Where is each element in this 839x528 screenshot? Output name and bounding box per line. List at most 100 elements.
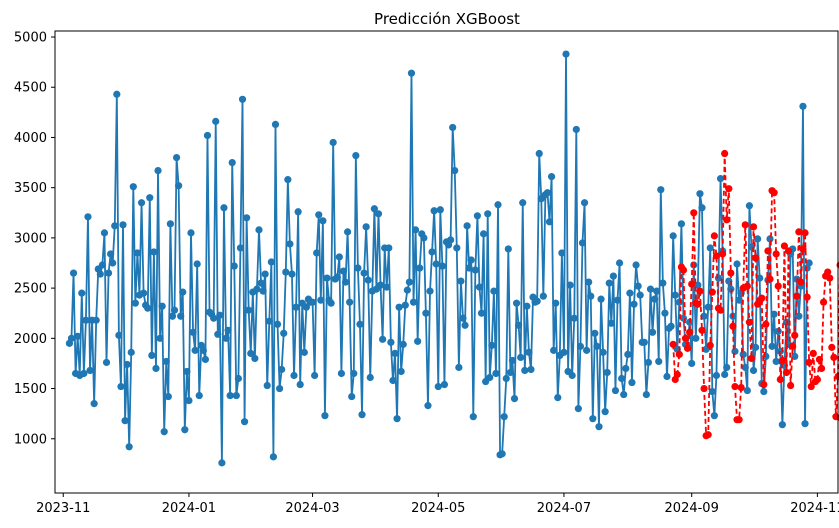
series-0-point (768, 342, 776, 350)
series-1-point (727, 269, 735, 277)
series-0-point (397, 367, 405, 376)
series-0-point (535, 149, 543, 158)
series-0-point (558, 249, 566, 257)
series-1-point (817, 364, 826, 373)
series-0-point (407, 69, 416, 77)
series-1-point (776, 375, 784, 384)
series-0-point (403, 286, 411, 294)
series-0-point (144, 304, 152, 312)
series-1-point (758, 294, 766, 302)
series-0-point (467, 256, 475, 264)
series-0-point (261, 270, 269, 278)
series-0-point (731, 347, 739, 355)
series-1-point (787, 381, 795, 390)
series-0-point (273, 320, 282, 328)
y-tick-label: 4500 (14, 81, 47, 96)
series-1 (669, 149, 839, 440)
series-0-point (636, 291, 644, 299)
series-0-point (150, 248, 158, 256)
series-0-point (183, 367, 191, 376)
series-1-point (770, 189, 778, 197)
series-0-point (428, 248, 436, 256)
series-0-point (475, 283, 484, 291)
series-1-point (669, 340, 677, 348)
series-0-point (603, 368, 611, 377)
series-0-point (393, 415, 401, 423)
series-0-point (642, 390, 650, 399)
series-1-point (721, 149, 729, 158)
series-1-point (828, 343, 836, 351)
series-0-point (362, 223, 370, 231)
series-0-point (232, 391, 240, 400)
series-0-point (484, 210, 492, 218)
series-0-point (416, 264, 424, 272)
series-1-point (793, 292, 801, 300)
series-0-point (366, 373, 374, 382)
series-1-point (832, 413, 839, 421)
series-0-point (587, 292, 595, 300)
series-0-point (613, 296, 622, 304)
series-0-point (370, 205, 378, 213)
series-0-point (661, 309, 669, 317)
series-0-point (329, 138, 337, 147)
series-0-point (154, 167, 162, 175)
series-0-point (236, 244, 245, 252)
series-0-point (471, 266, 479, 274)
y-tick-label: 1000 (14, 432, 47, 447)
y-axis: 1000 1500 2000 2500 3000 3500 4000 4500 5000 (14, 31, 55, 447)
y-tick-label: 3000 (14, 231, 47, 246)
series-0-point (675, 298, 683, 306)
series-0-point (498, 450, 506, 458)
series-0-point (409, 298, 418, 306)
series-0-point (490, 287, 498, 295)
series-0-point (405, 278, 414, 286)
series-0-point (123, 360, 131, 369)
series-1-point (716, 306, 725, 314)
series-0-point (98, 261, 106, 269)
series-0-point (632, 261, 640, 269)
series-0-point (611, 386, 620, 395)
series-1-point (700, 384, 708, 393)
series-0-point (533, 297, 541, 305)
series-0-point (512, 299, 521, 307)
series-0-point (519, 199, 527, 207)
series-0-point (634, 282, 642, 290)
series-0-point (620, 390, 628, 399)
series-0-point (585, 278, 593, 286)
series-1-point (780, 242, 789, 250)
series-0-point (583, 346, 591, 354)
series-1-point (719, 250, 727, 258)
series-0-point (243, 214, 251, 222)
series-0-point (294, 208, 302, 216)
series-1-point (789, 342, 797, 350)
series-0-point (449, 123, 457, 132)
series-0-point (119, 221, 127, 229)
series-0-point (121, 417, 129, 425)
series-1-point (791, 331, 799, 339)
series-0-point (562, 50, 570, 58)
series-0-point (82, 316, 90, 324)
series-0-point (741, 363, 749, 372)
series-0-point (692, 334, 700, 342)
y-tick-label: 4000 (14, 131, 47, 146)
series-0-point (199, 346, 207, 354)
x-tick-label: 2024-03 (285, 501, 339, 516)
series-0-point (356, 320, 364, 328)
series-0-point (605, 279, 613, 287)
series-0-point (543, 189, 552, 197)
series-1-point (815, 355, 824, 364)
series-0-point (137, 199, 146, 207)
series-0-point (115, 331, 123, 339)
series-0-point (346, 298, 354, 306)
series-0-point (284, 176, 292, 184)
series-0-point (210, 314, 218, 322)
x-tick-label: 2024-09 (665, 501, 719, 516)
series-0-point (245, 306, 253, 314)
series-0-point (113, 90, 121, 98)
series-1-point (819, 298, 828, 306)
series-0-point (216, 311, 224, 319)
series-1-point (766, 275, 774, 283)
series-0-point (473, 212, 482, 220)
series-0-point (315, 211, 323, 219)
